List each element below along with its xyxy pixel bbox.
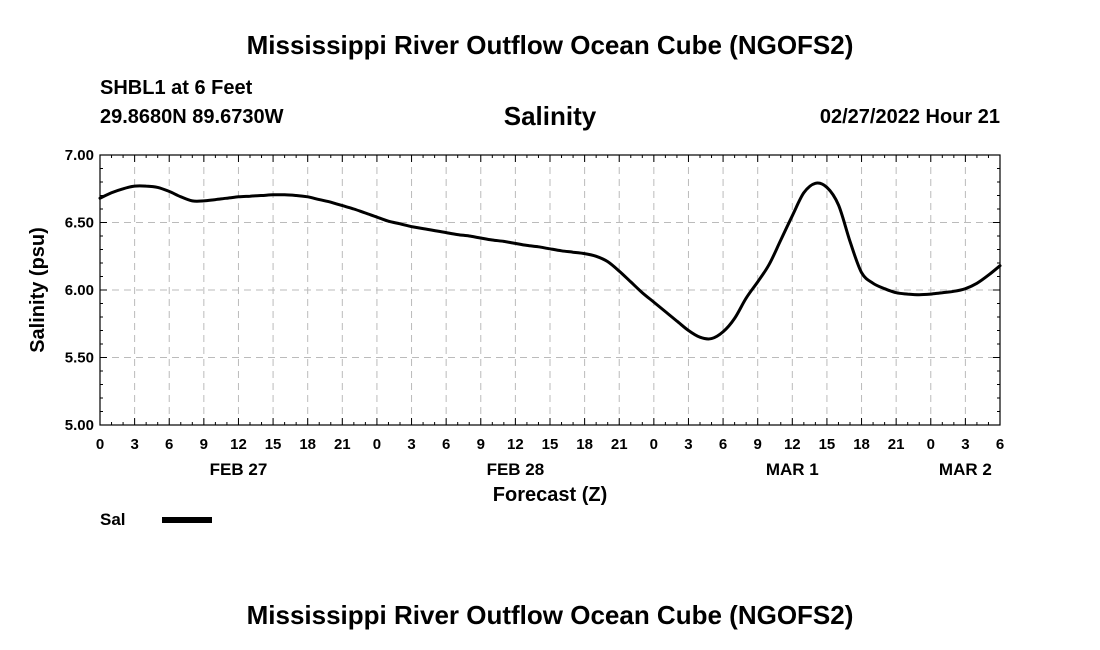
axis-labels: 0 3 6 9 12 15 18 21 0 3 6 9 12 15 18 21 0 3 6 9 12 15 18 21 0 3 6 5… (27, 147, 1004, 506)
y-tick-label: 5.00 (65, 417, 94, 434)
y-axis-title: Salinity (psu) (27, 227, 49, 353)
x-tick-label: 12 (507, 436, 524, 453)
x-tick-label: 6 (442, 436, 450, 453)
x-tick-label: 9 (477, 436, 485, 453)
date-label: FEB 27 (210, 460, 268, 479)
x-tick-label: 12 (230, 436, 247, 453)
station-coordinates: 29.8680N 89.6730W (100, 106, 284, 128)
x-tick-label: 18 (576, 436, 593, 453)
forecast-issue-time: 02/27/2022 Hour 21 (819, 106, 1000, 128)
x-tick-label: 0 (927, 436, 935, 453)
x-tick-label: 15 (542, 436, 559, 453)
x-tick-label: 12 (784, 436, 801, 453)
x-tick-label: 6 (996, 436, 1004, 453)
x-tick-label: 21 (611, 436, 628, 453)
x-tick-label: 3 (684, 436, 692, 453)
variable-title: Salinity (503, 101, 597, 131)
x-tick-label: 21 (334, 436, 351, 453)
x-tick-label: 3 (407, 436, 415, 453)
grid-lines (100, 155, 1000, 425)
plot-frame (99, 154, 1001, 426)
chart-title: Mississippi River Outflow Ocean Cube (NG… (246, 30, 854, 60)
y-tick-label: 7.00 (65, 147, 94, 164)
x-tick-label: 21 (888, 436, 905, 453)
series-layer (98, 181, 1002, 341)
x-tick-label: 6 (165, 436, 173, 453)
x-tick-label: 18 (853, 436, 870, 453)
footer-title: Mississippi River Outflow Ocean Cube (NG… (246, 600, 854, 630)
date-label: MAR 2 (939, 460, 992, 479)
salinity-series-line (98, 181, 1002, 341)
legend-swatch (162, 517, 212, 523)
y-tick-label: 6.50 (65, 215, 94, 232)
x-tick-label: 6 (719, 436, 727, 453)
x-tick-label: 15 (265, 436, 282, 453)
x-tick-label: 3 (130, 436, 138, 453)
x-tick-label: 0 (650, 436, 658, 453)
date-label: FEB 28 (487, 460, 545, 479)
x-axis-title: Forecast (Z) (493, 484, 607, 506)
date-label: MAR 1 (766, 460, 819, 479)
x-tick-label: 3 (961, 436, 969, 453)
legend-label: Sal (100, 510, 126, 529)
x-tick-label: 9 (754, 436, 762, 453)
x-tick-label: 9 (200, 436, 208, 453)
y-tick-label: 6.00 (65, 282, 94, 299)
x-tick-label: 15 (819, 436, 836, 453)
station-label: SHBL1 at 6 Feet (100, 77, 253, 99)
y-tick-label: 5.50 (65, 350, 94, 367)
x-tick-label: 0 (96, 436, 104, 453)
x-tick-label: 18 (299, 436, 316, 453)
x-tick-label: 0 (373, 436, 381, 453)
